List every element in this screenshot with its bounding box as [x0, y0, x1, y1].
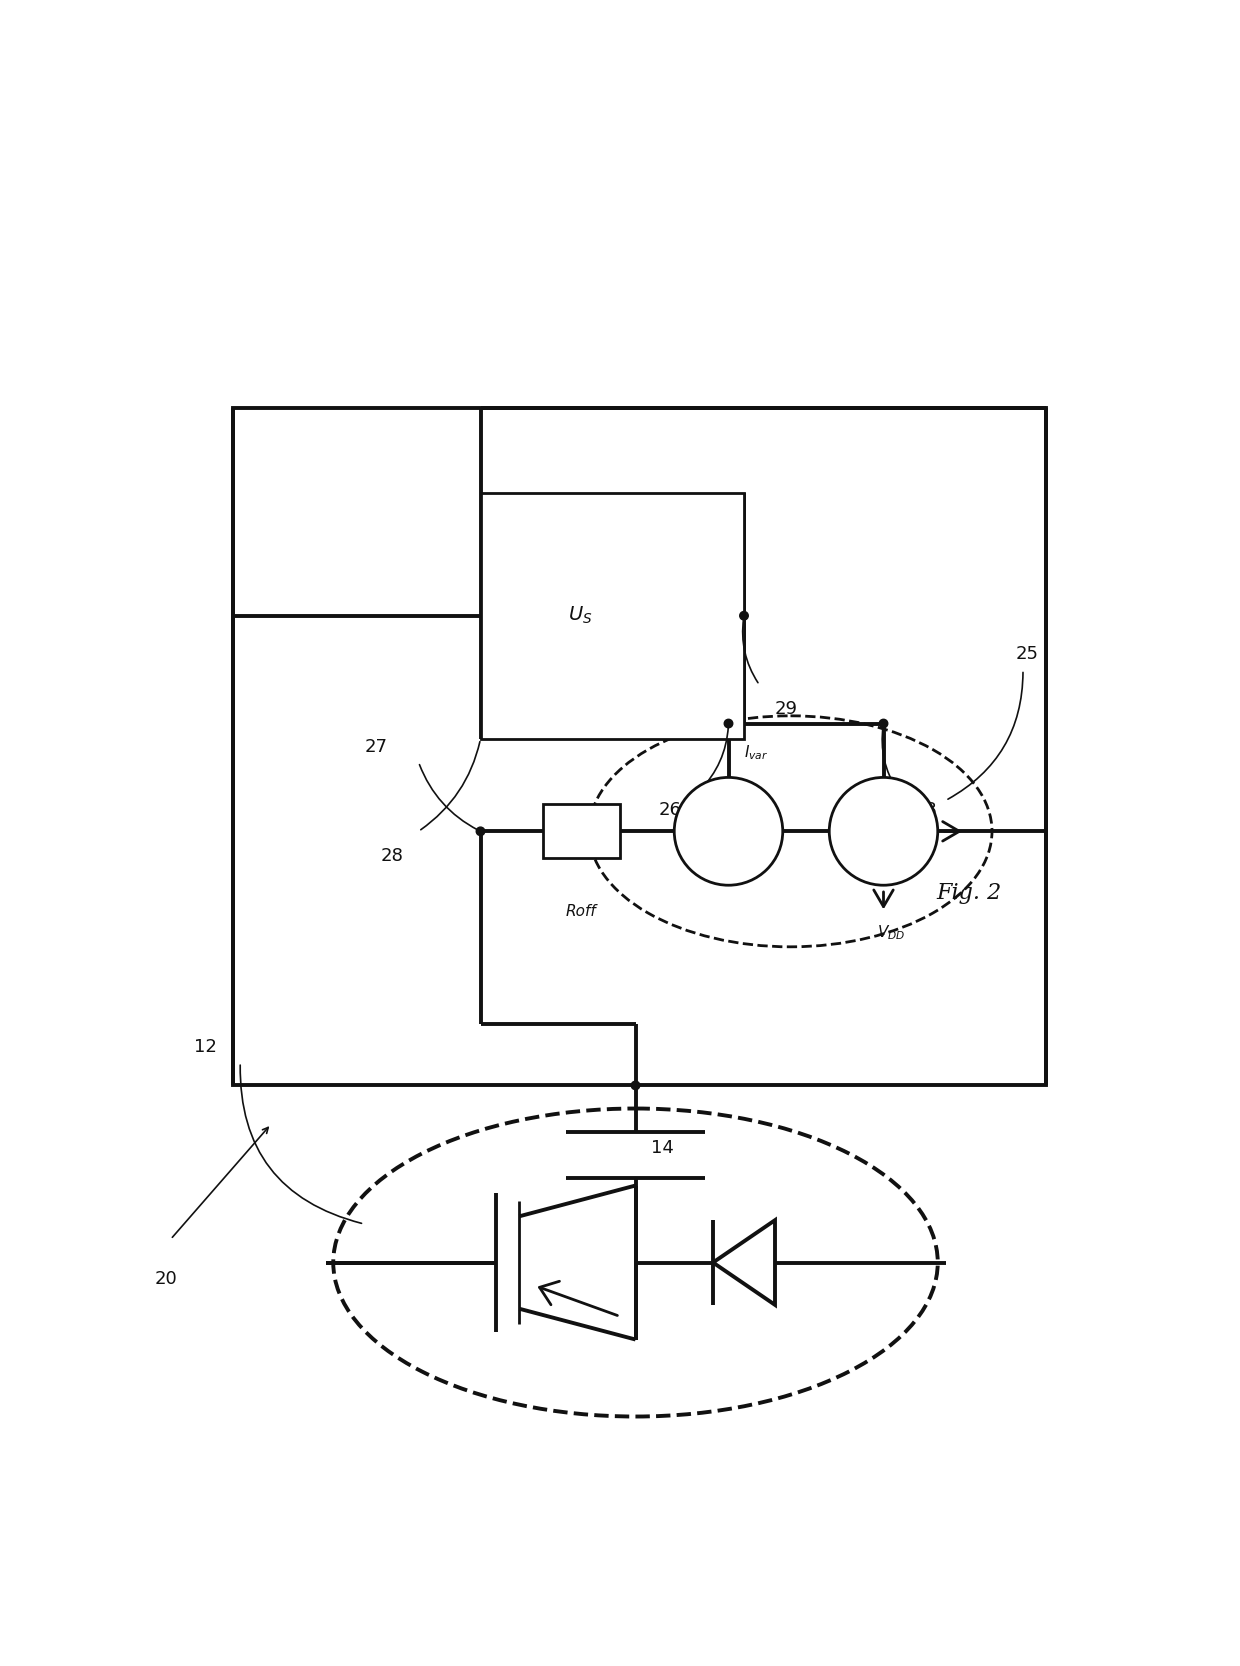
Bar [233, 408, 1047, 1086]
Text: 14: 14 [651, 1140, 673, 1158]
Circle shape [476, 826, 485, 836]
Text: Fig. 2: Fig. 2 [936, 881, 1002, 905]
Polygon shape [713, 1220, 775, 1304]
Text: 25: 25 [1016, 645, 1038, 663]
Circle shape [675, 778, 782, 885]
Text: 20: 20 [155, 1269, 177, 1288]
Circle shape [740, 611, 748, 620]
Circle shape [879, 720, 888, 728]
Text: $V_{DD}$: $V_{DD}$ [877, 923, 905, 943]
Text: $U_S$: $U_S$ [568, 605, 593, 626]
Circle shape [631, 1081, 640, 1090]
Text: 28: 28 [381, 846, 403, 865]
Circle shape [830, 778, 937, 885]
Text: Roff: Roff [565, 905, 596, 920]
Circle shape [724, 720, 733, 728]
Text: 27: 27 [365, 738, 387, 756]
Bar [543, 805, 620, 858]
Bar [481, 493, 744, 740]
Text: 26: 26 [660, 801, 682, 818]
Text: 12: 12 [193, 1038, 217, 1056]
Text: 29: 29 [775, 700, 799, 718]
Text: $I_{var}$: $I_{var}$ [744, 743, 769, 761]
Text: 33: 33 [915, 801, 937, 818]
